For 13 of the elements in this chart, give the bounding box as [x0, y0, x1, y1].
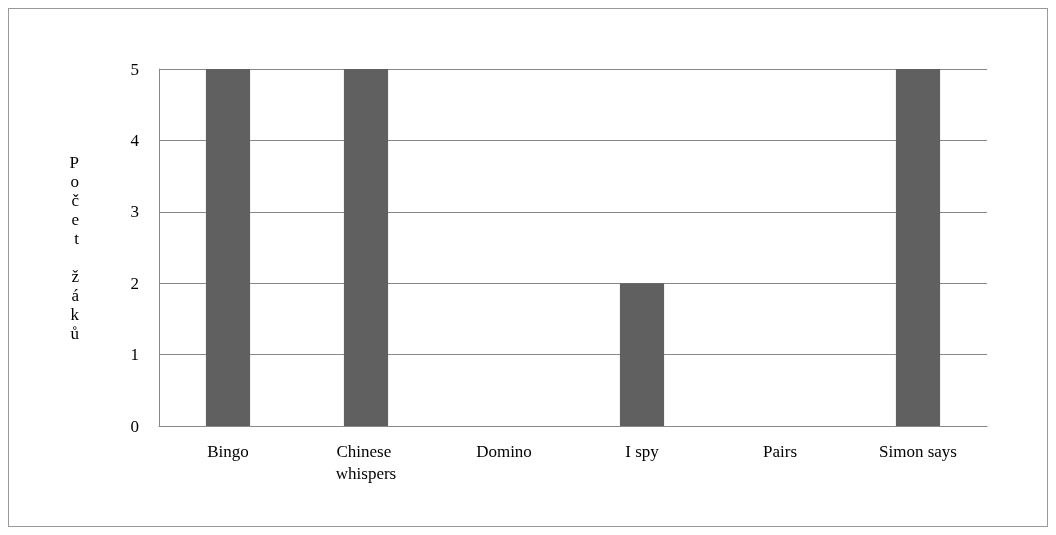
x-tick-label: Domino: [476, 441, 532, 461]
y-tick-label: 2: [130, 273, 139, 293]
x-tick-label: I spy: [625, 441, 660, 461]
y-tick-label: 0: [130, 416, 139, 436]
text: Počet žáků: [69, 152, 79, 343]
y-tick-label: 1: [130, 345, 139, 365]
x-tick-label: Bingo: [207, 441, 249, 461]
x-tick-label: Chinese whispers: [335, 441, 397, 483]
y-tick-label: 5: [130, 59, 139, 79]
x-tick-label: Pairs: [763, 441, 797, 461]
x-tick-label: Simon says: [879, 441, 957, 461]
y-tick-label: 4: [130, 130, 140, 150]
y-tick-label: 3: [130, 202, 139, 222]
